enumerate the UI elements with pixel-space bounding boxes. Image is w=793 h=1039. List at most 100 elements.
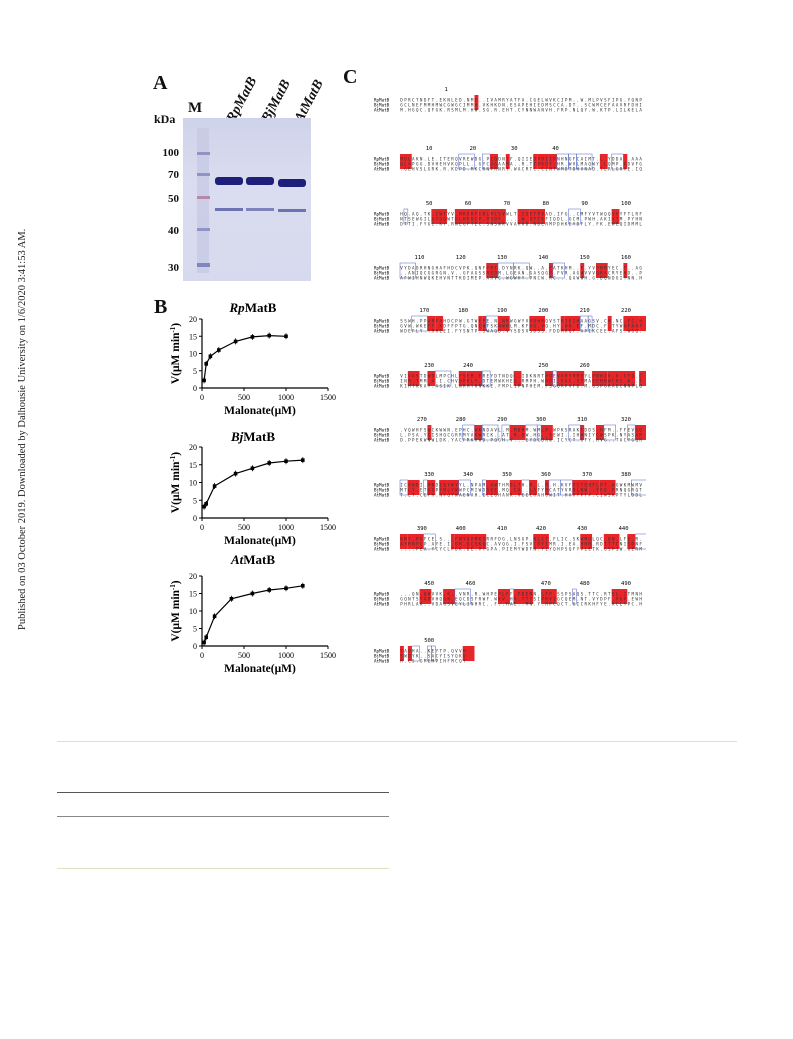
- alignment-residue: I: [432, 222, 435, 227]
- alignment-residue: L: [635, 108, 638, 113]
- alignment-position-label: 180: [458, 308, 468, 314]
- alignment-residue: K: [522, 324, 525, 329]
- conserved-column: [607, 316, 612, 331]
- alignment-residue: N: [522, 271, 525, 276]
- alignment-residue: .: [588, 488, 591, 493]
- alignment-residue: N: [639, 217, 642, 222]
- alignment-residue: .: [490, 319, 493, 324]
- alignment-residue: P: [624, 597, 627, 602]
- alignment-residue: .: [600, 592, 603, 597]
- similar-column: [611, 153, 624, 170]
- conserved-column: [443, 589, 448, 604]
- alignment-residue: N: [616, 319, 619, 324]
- alignment-residue: C: [577, 212, 580, 217]
- alignment-residue: Y: [467, 433, 470, 438]
- alignment-residue: M: [467, 103, 470, 108]
- alignment-residue: C: [596, 592, 599, 597]
- y-axis-label: V(μM min-1): [169, 323, 182, 384]
- alignment-residue: Q: [608, 212, 611, 217]
- alignment-residue: T: [522, 597, 525, 602]
- alignment-residue: C: [420, 493, 423, 498]
- alignment-residue: .: [420, 649, 423, 654]
- alignment-residue: F: [628, 103, 631, 108]
- alignment-residue: Q: [553, 547, 556, 552]
- alignment-residue: D: [553, 329, 556, 334]
- alignment-residue: N: [412, 103, 415, 108]
- alignment-residue: .: [592, 438, 595, 443]
- alignment-residue: .: [455, 271, 458, 276]
- alignment-residue: E: [577, 324, 580, 329]
- alignment-residue: Q: [428, 108, 431, 113]
- conserved-column: [639, 316, 647, 331]
- alignment-residue: M: [588, 324, 591, 329]
- alignment-residue: S: [561, 592, 564, 597]
- alignment-residue: A: [585, 162, 588, 167]
- alignment-residue: G: [420, 162, 423, 167]
- alignment-residue: D: [400, 98, 403, 103]
- alignment-residue: I: [424, 217, 427, 222]
- alignment-residue: A: [400, 276, 403, 281]
- conserved-column: [470, 534, 487, 549]
- alignment-residue: .: [545, 329, 548, 334]
- alignment-residue: F: [447, 324, 450, 329]
- alignment-seq-name: AtMatB: [374, 329, 390, 334]
- y-tick-label: 15: [189, 332, 197, 341]
- alignment-residue: G: [510, 271, 513, 276]
- alignment-residue: E: [632, 108, 635, 113]
- alignment-residue: Q: [569, 329, 572, 334]
- alignment-residue: P: [616, 493, 619, 498]
- alignment-residue: A: [635, 266, 638, 271]
- alignment-residue: M: [463, 433, 466, 438]
- conserved-column: [458, 371, 467, 386]
- alignment-residue: G: [604, 547, 607, 552]
- alignment-residue: N: [596, 374, 599, 379]
- alignment-residue: H: [616, 379, 619, 384]
- data-point: [284, 459, 288, 463]
- conserved-column: [419, 589, 432, 604]
- alignment-residue: F: [479, 319, 482, 324]
- alignment-residue: .: [588, 384, 591, 389]
- alignment-residue: H: [624, 271, 627, 276]
- alignment-residue: W: [534, 428, 537, 433]
- conserved-column: [470, 209, 479, 224]
- alignment-residue: K: [471, 438, 474, 443]
- alignment-residue: .: [514, 157, 517, 162]
- alignment-residue: F: [455, 329, 458, 334]
- alignment-residue: M: [471, 374, 474, 379]
- alignment-residue: V: [510, 438, 513, 443]
- alignment-residue: H: [557, 547, 560, 552]
- alignment-residue: N: [549, 167, 552, 172]
- alignment-residue: .: [463, 98, 466, 103]
- alignment-residue: .: [400, 428, 403, 433]
- x-tick-label: 1500: [320, 393, 336, 402]
- alignment-position-label: 450: [424, 581, 434, 587]
- alignment-residue: V: [632, 162, 635, 167]
- alignment-residue: K: [416, 157, 419, 162]
- alignment-residue: A: [573, 276, 576, 281]
- alignment-residue: Y: [451, 438, 454, 443]
- alignment-residue: .: [518, 212, 521, 217]
- alignment-residue: N: [467, 329, 470, 334]
- alignment-residue: P: [459, 428, 462, 433]
- alignment-residue: R: [451, 222, 454, 227]
- alignment-residue: M: [585, 384, 588, 389]
- alignment-residue: C: [569, 379, 572, 384]
- alignment-residue: A: [471, 271, 474, 276]
- alignment-residue: F: [624, 212, 627, 217]
- alignment-residue: W: [498, 379, 501, 384]
- alignment-position-label: 280: [456, 417, 466, 423]
- alignment-residue: M: [573, 597, 576, 602]
- alignment-residue: M: [514, 547, 517, 552]
- alignment-residue: .: [557, 542, 560, 547]
- alignment-residue: F: [451, 324, 454, 329]
- alignment-residue: .: [541, 602, 544, 607]
- panel-c-letter: C: [343, 66, 358, 88]
- alignment-residue: H: [522, 428, 525, 433]
- alignment-residue: .: [596, 108, 599, 113]
- alignment-residue: P: [479, 276, 482, 281]
- alignment-seq-name: AtMatB: [374, 602, 390, 607]
- alignment-residue: .: [522, 438, 525, 443]
- alignment-residue: A: [573, 428, 576, 433]
- alignment-residue: A: [518, 271, 521, 276]
- alignment-residue: P: [404, 98, 407, 103]
